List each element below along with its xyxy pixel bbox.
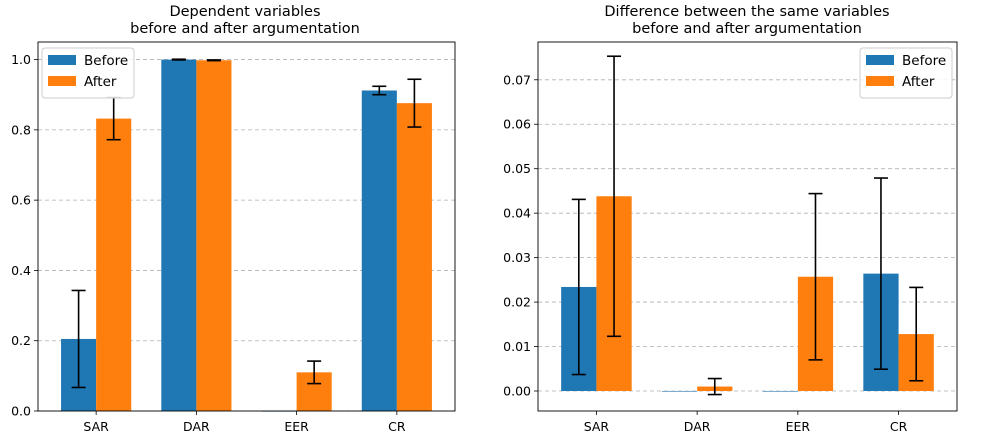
chart-left: Dependent variables before and after arg… (11, 4, 456, 434)
chart-right-title-line1: Difference between the same variables (604, 4, 889, 20)
chart-left-ytick-label: 0.4 (11, 263, 31, 278)
chart-left-title-line2: before and after argumentation (130, 21, 360, 37)
chart-left-bar-before (361, 90, 397, 412)
chart-right-axes-frame (537, 41, 958, 412)
chart-right-ytick-label: 0.00 (503, 383, 531, 398)
chart-right-legend-swatch-after (866, 76, 894, 86)
chart-right-errorbar (607, 55, 622, 338)
chart-right-xtick-label: DAR (684, 419, 711, 434)
chart-left-errorbar (171, 58, 186, 61)
chart-right-errorbar (873, 177, 888, 371)
chart-right-errorbar (808, 192, 823, 361)
chart-left-errorbar (372, 85, 387, 96)
chart-left-ytick-label: 0.0 (11, 404, 31, 419)
chart-right-ytick-label: 0.04 (503, 206, 531, 221)
chart-left-legend-swatch-after (48, 76, 76, 86)
chart-left-legend: Before After (41, 47, 135, 99)
chart-left-ytick-label: 0.6 (11, 193, 31, 208)
chart-right-title-line2: before and after argumentation (632, 21, 862, 37)
chart-right-ytick-label: 0.05 (503, 161, 531, 176)
chart-left-errorbar (206, 59, 221, 62)
chart-right-legend: Before After (859, 47, 953, 99)
chart-right-errorbar (571, 198, 586, 376)
chart-left-bar-after (196, 60, 232, 411)
chart-right-bar-before (661, 390, 698, 392)
chart-right-xtick-label: SAR (584, 419, 610, 434)
chart-right-errorbar (707, 377, 722, 396)
chart-left-ytick-label: 0.2 (11, 333, 31, 348)
chart-right-legend-swatch-before (866, 55, 894, 65)
chart-left-ytick-label: 1.0 (11, 52, 31, 67)
chart-left-xtick-label: CR (388, 419, 406, 434)
chart-left-bar-before (161, 59, 197, 411)
chart-left-bar-after (396, 103, 432, 412)
chart-right-legend-label-after: After (902, 74, 935, 90)
chart-left-ytick-label: 0.8 (11, 122, 31, 137)
chart-right-ytick-label: 0.01 (503, 339, 531, 354)
chart-left-legend-label-after: After (84, 74, 117, 90)
chart-right: Difference between the same variables be… (503, 4, 958, 434)
chart-left-xtick-label: EER (284, 419, 309, 434)
chart-right-legend-label-before: Before (902, 53, 946, 69)
chart-left-xtick-label: DAR (183, 419, 210, 434)
chart-left-xtick-label: SAR (83, 419, 109, 434)
chart-left-errorbar (407, 78, 422, 128)
chart-left-legend-swatch-before (48, 55, 76, 65)
chart-right-bar-before (762, 390, 798, 392)
chart-right-ytick-label: 0.07 (503, 72, 531, 87)
chart-right-ytick-label: 0.03 (503, 250, 531, 265)
chart-left-bar-after (96, 118, 132, 412)
chart-left-axes-frame (37, 41, 456, 412)
chart-left-errorbar (71, 289, 86, 389)
chart-right-errorbar (909, 286, 924, 382)
chart-left-errorbar (307, 360, 322, 385)
chart-right-ytick-label: 0.06 (503, 117, 531, 132)
chart-left-legend-label-before: Before (84, 53, 128, 69)
chart-left-title-line1: Dependent variables (169, 4, 320, 20)
chart-right-xtick-label: CR (890, 419, 908, 434)
chart-right-xtick-label: EER (786, 419, 811, 434)
chart-right-ytick-label: 0.02 (503, 295, 531, 310)
